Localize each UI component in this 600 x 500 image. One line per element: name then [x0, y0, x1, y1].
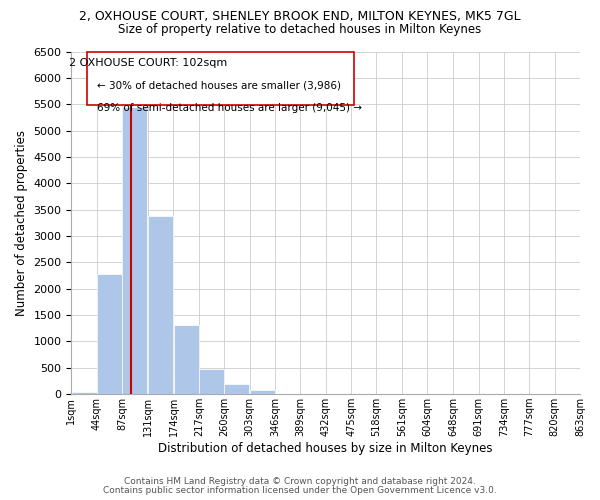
Text: 2, OXHOUSE COURT, SHENLEY BROOK END, MILTON KEYNES, MK5 7GL: 2, OXHOUSE COURT, SHENLEY BROOK END, MIL…	[79, 10, 521, 23]
Bar	[199, 369, 224, 394]
Text: 2 OXHOUSE COURT: 102sqm: 2 OXHOUSE COURT: 102sqm	[68, 58, 227, 68]
Text: ← 30% of detached houses are smaller (3,986): ← 30% of detached houses are smaller (3,…	[97, 80, 341, 90]
Bar	[173, 324, 199, 394]
FancyBboxPatch shape	[86, 52, 353, 104]
Bar	[97, 274, 122, 394]
Bar	[71, 392, 97, 394]
Bar	[148, 216, 173, 394]
Bar	[250, 390, 275, 394]
Text: 69% of semi-detached houses are larger (9,045) →: 69% of semi-detached houses are larger (…	[97, 103, 362, 113]
Text: Size of property relative to detached houses in Milton Keynes: Size of property relative to detached ho…	[118, 22, 482, 36]
Text: Contains public sector information licensed under the Open Government Licence v3: Contains public sector information licen…	[103, 486, 497, 495]
Text: Contains HM Land Registry data © Crown copyright and database right 2024.: Contains HM Land Registry data © Crown c…	[124, 477, 476, 486]
Bar	[224, 384, 250, 394]
Y-axis label: Number of detached properties: Number of detached properties	[15, 130, 28, 316]
Bar	[122, 107, 148, 394]
X-axis label: Distribution of detached houses by size in Milton Keynes: Distribution of detached houses by size …	[158, 442, 493, 455]
